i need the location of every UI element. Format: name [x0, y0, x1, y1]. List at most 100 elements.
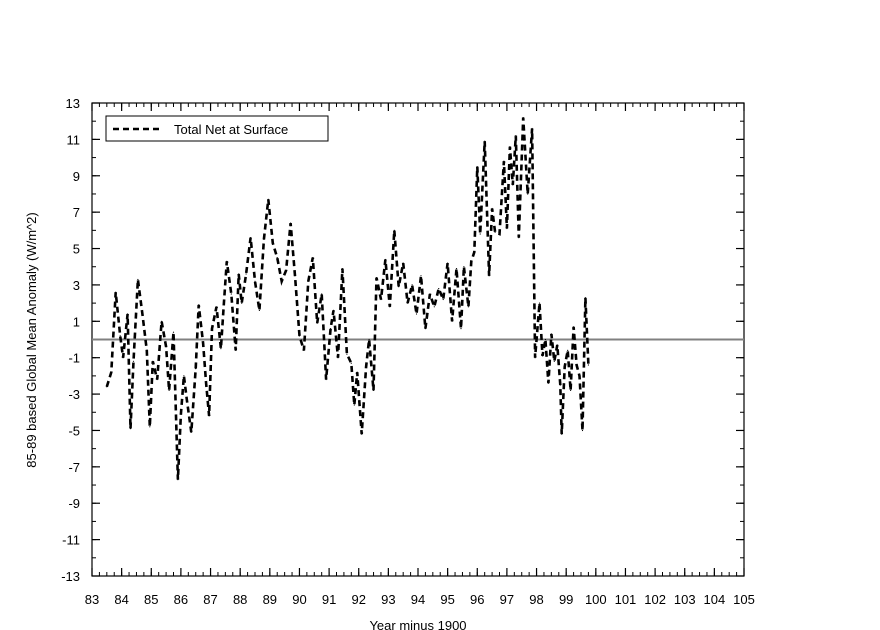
data-point	[380, 298, 382, 301]
x-tick-label: 87	[203, 592, 217, 607]
data-point	[332, 309, 335, 311]
data-point	[527, 193, 529, 195]
data-point	[541, 355, 544, 357]
data-point	[402, 262, 404, 264]
x-tick-label: 91	[322, 592, 336, 607]
y-tick-label: 11	[67, 132, 81, 147]
x-tick-label: 96	[470, 592, 484, 607]
data-point	[570, 389, 572, 391]
data-point	[180, 413, 182, 415]
data-point	[442, 298, 444, 301]
data-point	[578, 375, 581, 377]
x-tick-label: 99	[559, 592, 573, 607]
data-point	[398, 286, 400, 288]
data-point	[205, 382, 207, 384]
data-point	[447, 262, 449, 264]
data-point	[429, 293, 431, 295]
data-point	[587, 364, 590, 366]
data-point	[294, 275, 296, 277]
data-point	[365, 366, 367, 368]
data-point	[584, 297, 587, 299]
data-point	[146, 349, 148, 351]
data-point	[307, 280, 309, 282]
data-point	[463, 266, 465, 268]
y-tick-label: -3	[68, 387, 80, 402]
y-tick-label: -9	[68, 496, 80, 511]
data-point	[375, 277, 378, 279]
data-point	[438, 288, 440, 290]
data-point	[152, 360, 154, 362]
y-tick-label: 3	[73, 278, 80, 293]
data-point	[127, 313, 129, 315]
data-point	[183, 375, 185, 377]
data-point	[547, 382, 550, 384]
data-point	[115, 291, 117, 293]
x-tick-label: 84	[114, 592, 128, 607]
data-point	[407, 302, 409, 304]
data-point	[285, 269, 287, 271]
data-point	[303, 349, 305, 351]
x-axis-label: Year minus 1900	[369, 618, 466, 630]
data-point	[494, 231, 496, 233]
x-tick-label: 88	[233, 592, 247, 607]
legend: Total Net at Surface	[105, 115, 329, 142]
data-point	[518, 237, 520, 239]
x-tick-label: 93	[381, 592, 395, 607]
data-point	[172, 331, 175, 333]
data-point	[368, 338, 370, 341]
x-tick-label: 100	[585, 592, 607, 607]
data-point	[515, 135, 517, 137]
data-point	[137, 278, 139, 281]
data-point	[503, 160, 505, 162]
y-tick-label: 5	[73, 242, 80, 257]
data-point	[451, 320, 453, 322]
data-point	[156, 378, 158, 381]
data-point	[509, 146, 511, 148]
y-axis-label: 85-89 based Global Mean Anomaly (W/m^2)	[24, 212, 39, 467]
data-point	[573, 326, 575, 328]
data-point	[235, 349, 237, 351]
data-point	[491, 207, 493, 210]
data-point	[161, 320, 163, 322]
y-tick-label: -1	[68, 351, 80, 366]
x-tick-label: 102	[644, 592, 666, 607]
data-point	[361, 433, 363, 435]
data-point	[561, 433, 563, 435]
x-tick-label: 94	[411, 592, 425, 607]
data-point	[220, 348, 222, 350]
data-point	[564, 366, 566, 368]
data-point	[553, 360, 555, 362]
data-point	[522, 117, 524, 119]
data-point	[190, 431, 192, 433]
data-point	[479, 233, 481, 235]
data-point	[433, 306, 435, 308]
data-point	[202, 342, 204, 344]
data-point	[186, 398, 188, 401]
data-point	[550, 333, 553, 335]
data-point	[484, 140, 486, 142]
data-point	[544, 338, 547, 341]
data-point	[506, 227, 508, 230]
y-tick-label: -13	[61, 569, 80, 584]
x-tick-label: 92	[351, 592, 365, 607]
data-point	[470, 260, 472, 262]
data-point	[346, 353, 348, 355]
data-point	[389, 306, 391, 308]
data-point	[272, 242, 274, 244]
data-point	[208, 415, 210, 417]
y-tick-label: -7	[68, 460, 80, 475]
x-axis-ticks: 83 84 85 86 87 88 89 90 91 92 93 94 95 96 97 98 99 100 101…	[85, 103, 755, 607]
y-tick-label: -5	[68, 423, 80, 438]
data-point	[106, 386, 108, 388]
data-point	[325, 378, 327, 381]
data-point	[198, 304, 200, 306]
data-point	[473, 251, 475, 253]
x-tick-label: 101	[615, 592, 637, 607]
data-point	[415, 313, 418, 315]
data-point	[254, 280, 256, 282]
data-point	[258, 309, 260, 311]
data-point	[245, 273, 247, 275]
data-point	[576, 364, 578, 366]
x-tick-label: 103	[674, 592, 696, 607]
